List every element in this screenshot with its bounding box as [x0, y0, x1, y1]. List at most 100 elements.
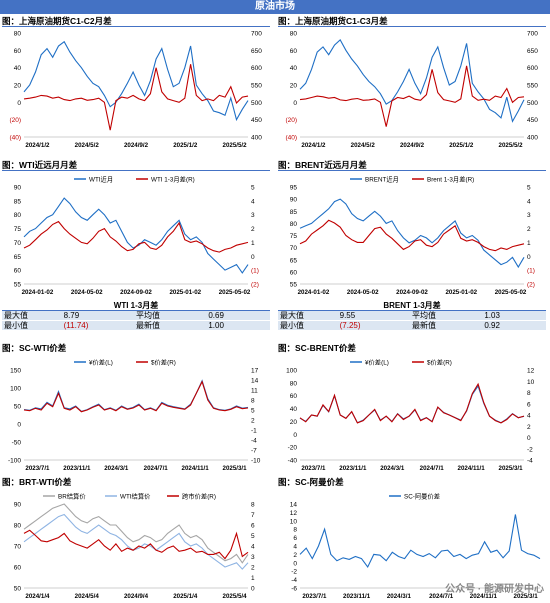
y-tick-left: 60: [290, 269, 298, 276]
y-tick-right: 550: [527, 83, 538, 90]
y-tick-right: 3: [527, 212, 531, 219]
y-tick-left: (40): [285, 135, 297, 142]
y-tick-left: 50: [14, 404, 22, 411]
series-line: [23, 64, 249, 131]
y-tick-left: 80: [290, 31, 298, 38]
y-tick-right: 10: [527, 379, 535, 386]
x-tick: 2024-01-02: [298, 289, 330, 296]
stats-row: 最小值 (11.74) 最新值 1.00: [2, 321, 270, 331]
y-tick-right: 5: [251, 408, 255, 415]
y-tick-left: 80: [14, 523, 22, 530]
y-tick-right: 2: [251, 226, 255, 233]
stats-row: 最大值 9.55 平均值 1.03: [278, 311, 546, 321]
y-tick-left: 70: [290, 245, 298, 252]
stats-value: 9.55: [339, 311, 356, 320]
x-tick: 2024/11/1: [470, 593, 498, 600]
panel-title-brent-spread: 图：BRENT近远月月差: [278, 160, 546, 171]
y-tick-right: 1: [251, 240, 255, 247]
y-tick-right: -10: [251, 458, 261, 465]
x-tick: 2024/3/1: [104, 465, 129, 472]
x-tick: 2024/7/1: [429, 593, 454, 600]
y-tick-right: (1): [251, 268, 259, 275]
x-tick: 2024/7/1: [420, 465, 445, 472]
y-tick-right: (2): [527, 282, 535, 289]
stats-value: 1.00: [208, 321, 224, 330]
legend-label: $价差(R): [151, 358, 176, 367]
y-tick-left: 75: [290, 233, 298, 240]
x-tick: 2024/1/2: [301, 142, 326, 149]
y-tick-right: 8: [251, 502, 255, 509]
y-tick-right: 4: [251, 544, 255, 551]
y-tick-left: -50: [12, 440, 22, 447]
y-tick-left: 70: [14, 240, 22, 247]
y-tick-right: -7: [251, 448, 257, 455]
legend-label: 跨市价差(R): [182, 492, 216, 501]
x-tick: 2023/11/1: [339, 465, 367, 472]
x-tick: 2024/11/1: [458, 465, 486, 472]
y-tick-left: 60: [14, 565, 22, 572]
y-tick-right: 5: [527, 185, 531, 192]
panel-title-sc-wti: 图：SC-WTI价差: [2, 343, 67, 353]
y-tick-right: 7: [251, 512, 255, 519]
y-tick-right: 0: [251, 254, 255, 261]
y-tick-left: 20: [14, 83, 22, 90]
x-tick: 2024/3/1: [387, 593, 412, 600]
y-tick-left: 60: [14, 48, 22, 55]
y-tick-right: 0: [527, 254, 531, 261]
y-tick-left: 75: [14, 226, 22, 233]
y-tick-left: 70: [14, 544, 22, 551]
x-tick: 2024-09-02: [396, 289, 428, 296]
y-tick-right: 650: [527, 48, 538, 55]
chart-brt-wti: 90 80 70 60 50 8 7 6 5 4 3 2 1 0 2024/1/4 2024/5/4 2024/…: [14, 492, 255, 601]
x-tick: 2024/9/2: [400, 142, 425, 149]
series-line: [299, 65, 525, 127]
y-tick-right: 550: [251, 83, 262, 90]
y-tick-left: 150: [10, 368, 21, 375]
y-tick-left: 100: [10, 386, 21, 393]
x-tick: 2025/5/4: [223, 593, 248, 600]
y-tick-left: 85: [290, 209, 298, 216]
chart-brent-spread: 959085807570656055543210(1)(2)2024-01-02…: [290, 175, 535, 297]
x-tick: 2024/9/4: [124, 593, 149, 600]
y-tick-right: 1: [251, 575, 255, 582]
y-tick-right: -2: [527, 446, 533, 453]
y-tick-right: 650: [251, 48, 262, 55]
stats-value: (11.74): [63, 321, 89, 330]
y-tick-left: 80: [290, 380, 298, 387]
section-banner: 原油市场: [0, 0, 550, 14]
x-tick: 2023/11/1: [63, 465, 91, 472]
y-tick-right: 5: [251, 185, 255, 192]
x-tick: 2024/9/2: [124, 142, 149, 149]
y-tick-right: 2: [527, 226, 531, 233]
x-tick: 2024/3/1: [380, 465, 405, 472]
x-tick: 2025/3/1: [514, 593, 539, 600]
x-tick: 2024/5/2: [75, 142, 100, 149]
series-line: [23, 220, 249, 253]
y-tick-right: 2: [251, 565, 255, 572]
series-line: [23, 503, 249, 564]
y-tick-right: 4: [527, 198, 531, 205]
y-tick-left: 8: [293, 527, 297, 534]
y-tick-left: 0: [17, 422, 21, 429]
y-tick-left: 4: [293, 544, 297, 551]
y-tick-left: 40: [14, 65, 22, 72]
x-tick: 2024/1/4: [25, 593, 50, 600]
x-tick: 2025-01-02: [445, 289, 477, 296]
y-tick-left: 20: [290, 419, 298, 426]
y-tick-right: 6: [527, 401, 531, 408]
x-tick: 2025-05-02: [219, 289, 251, 296]
x-tick: 2024/5/2: [351, 142, 376, 149]
chart-sc-c1c2: 806040200(20)(40)70065060055050045040020…: [9, 31, 262, 150]
y-tick-right: 2: [251, 418, 255, 425]
y-tick-left: -20: [288, 445, 298, 452]
legend-label: $价差(R): [427, 358, 452, 367]
x-tick: 2024/5/4: [75, 593, 100, 600]
stats-value: 0.69: [208, 311, 224, 320]
y-tick-right: 6: [251, 523, 255, 530]
stats-title: WTI 1-3月差: [2, 300, 270, 311]
chart-sc-c1c3: 806040200(20)(40)70065060055050045040020…: [285, 31, 538, 150]
x-tick: 2024-05-02: [71, 289, 103, 296]
stats-label: 最新值: [135, 321, 160, 330]
